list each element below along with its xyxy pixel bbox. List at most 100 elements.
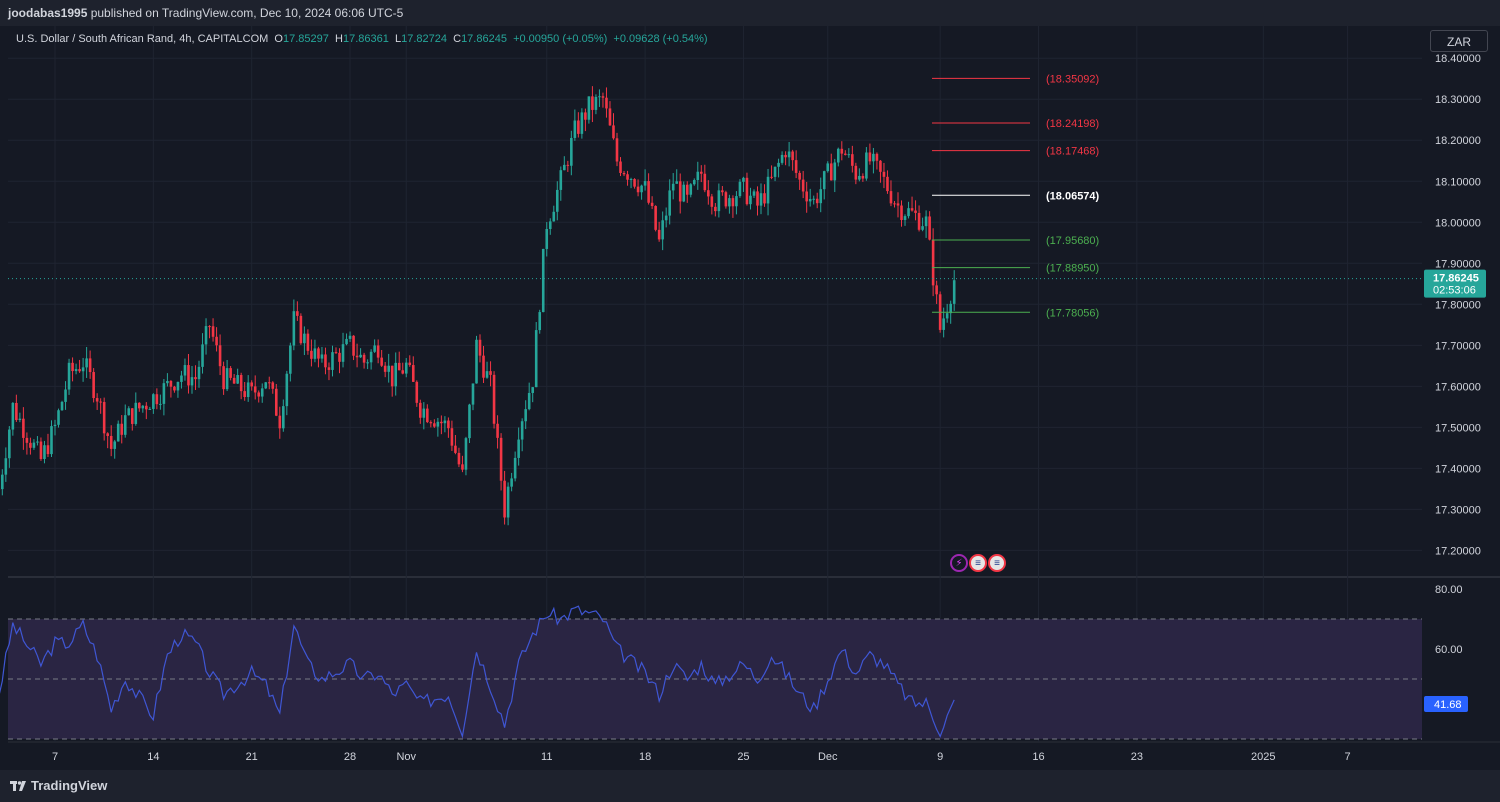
candle-body xyxy=(320,354,324,359)
candle-body xyxy=(257,392,261,397)
candle-body xyxy=(243,391,246,398)
candle-body xyxy=(931,239,935,286)
us-flag-event-icon[interactable]: ≡ xyxy=(988,554,1006,572)
candle-body xyxy=(496,423,499,438)
candle-body xyxy=(4,458,8,475)
candle-body xyxy=(928,216,931,240)
candle-body xyxy=(130,408,134,424)
candle-body xyxy=(780,154,784,163)
candle-body xyxy=(1,474,4,490)
candle-body xyxy=(570,137,573,166)
publisher-name[interactable]: joodabas1995 xyxy=(8,6,88,20)
candle-body xyxy=(949,303,952,314)
candle-body xyxy=(387,365,390,372)
low-value: 17.82724 xyxy=(401,33,447,45)
brand-name: TradingView xyxy=(31,778,108,793)
symbol-title[interactable]: U.S. Dollar / South African Rand, 4h, CA… xyxy=(16,33,269,45)
candle-body xyxy=(303,333,306,344)
candle-body xyxy=(152,394,155,409)
candle-body xyxy=(513,457,517,479)
candle-body xyxy=(116,423,120,442)
price-tick-label: 17.40000 xyxy=(1435,463,1481,475)
candle-body xyxy=(225,368,229,390)
candle-body xyxy=(201,344,204,367)
candle-body xyxy=(99,401,102,403)
candle-body xyxy=(159,403,162,405)
candle-body xyxy=(260,388,264,397)
candle-body xyxy=(50,426,53,455)
candle-body xyxy=(742,177,745,182)
candle-body xyxy=(893,203,896,205)
candle-body xyxy=(383,365,387,372)
time-tick-label: 14 xyxy=(147,751,159,763)
price-tick-label: 17.20000 xyxy=(1435,545,1481,557)
candle-body xyxy=(499,437,503,481)
footer-bar: TradingView xyxy=(0,770,1500,802)
price-tick-label: 18.30000 xyxy=(1435,94,1481,106)
candle-body xyxy=(123,415,127,435)
candle-body xyxy=(250,382,253,387)
time-tick-label: 23 xyxy=(1131,751,1143,763)
candle-body xyxy=(735,196,738,207)
candle-body xyxy=(341,344,345,362)
candle-body xyxy=(548,221,552,229)
candle-body xyxy=(678,181,682,202)
candle-body xyxy=(629,179,633,181)
candle-body xyxy=(728,198,731,207)
candle-body xyxy=(232,377,236,384)
candle-body xyxy=(724,192,728,207)
level-label-resistance: (18.17468) xyxy=(1046,146,1099,158)
time-tick-label: 16 xyxy=(1032,751,1044,763)
candle-body xyxy=(190,377,194,386)
candle-body xyxy=(95,398,99,402)
candle-body xyxy=(313,348,317,359)
candle-body xyxy=(812,198,815,200)
candle-body xyxy=(127,408,131,416)
candle-body xyxy=(310,350,313,359)
candle-body xyxy=(457,452,461,465)
candle-body xyxy=(777,162,780,167)
candle-body xyxy=(173,386,176,391)
candle-body xyxy=(872,153,875,162)
candle-body xyxy=(355,355,359,358)
level-label-pivot: (18.06574) xyxy=(1046,190,1100,202)
candle-body xyxy=(78,369,81,372)
candle-body xyxy=(345,338,348,345)
candle-body xyxy=(749,195,752,205)
price-countdown-label: 02:53:06 xyxy=(1433,285,1476,297)
tradingview-logo[interactable]: TradingView xyxy=(10,778,107,793)
candle-body xyxy=(675,181,679,184)
price-tick-label: 17.80000 xyxy=(1435,299,1481,311)
candle-body xyxy=(22,418,25,438)
lightning-event-icon[interactable]: ⚡ xyxy=(950,554,968,572)
chart-canvas[interactable]: 18.40000 18.30000 18.20000 18.10000 18.00000… xyxy=(0,26,1500,770)
candle-body xyxy=(808,199,812,202)
current-price-label: 17.86245 xyxy=(1433,273,1479,285)
currency-button[interactable]: ZAR xyxy=(1430,30,1488,52)
candle-body xyxy=(598,96,601,98)
candle-body xyxy=(81,367,85,372)
candle-body xyxy=(102,402,106,434)
candle-body xyxy=(32,442,36,448)
candle-body xyxy=(692,180,696,185)
time-tick-label: 21 xyxy=(246,751,258,763)
candle-body xyxy=(485,371,489,378)
candle-body xyxy=(134,402,138,424)
candle-body xyxy=(896,203,900,206)
candle-body xyxy=(819,189,823,204)
price-axis-panel xyxy=(1422,26,1500,770)
candle-body xyxy=(601,96,605,98)
candle-body xyxy=(204,326,208,345)
candle-body xyxy=(626,174,629,180)
candle-body xyxy=(11,402,15,430)
us-flag-event-icon[interactable]: ≡ xyxy=(969,554,987,572)
candle-body xyxy=(334,352,338,354)
time-tick-label: 25 xyxy=(737,751,749,763)
candle-body xyxy=(914,210,917,213)
candle-body xyxy=(492,374,496,424)
candle-body xyxy=(745,177,749,205)
candle-body xyxy=(945,313,949,319)
candle-body xyxy=(717,190,721,212)
candle-body xyxy=(657,229,661,240)
candle-body xyxy=(145,405,148,410)
